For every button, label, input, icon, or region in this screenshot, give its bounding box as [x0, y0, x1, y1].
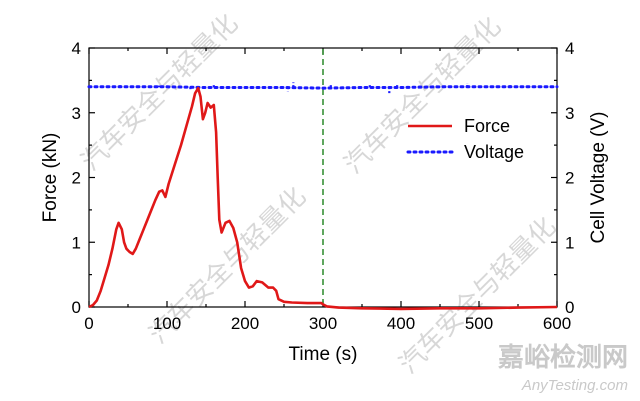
y-right-tick-label: 2	[565, 169, 574, 188]
y-right-tick-label: 3	[565, 104, 574, 123]
logo-name: 嘉峪检测网	[498, 342, 628, 373]
x-tick-label: 300	[309, 314, 337, 333]
x-axis-title: Time (s)	[289, 344, 358, 365]
y-left-tick-label: 4	[72, 39, 81, 58]
y-axis-left-title: Force (kN)	[40, 133, 61, 223]
legend-force-label: Force	[464, 116, 510, 136]
x-tick-label: 600	[543, 314, 571, 333]
x-tick-label: 200	[231, 314, 259, 333]
x-tick-label: 400	[387, 314, 415, 333]
y-right-tick-label: 1	[565, 233, 574, 252]
y-left-tick-label: 0	[72, 298, 81, 317]
legend-voltage-label: Voltage	[464, 142, 524, 162]
y-right-tick-label: 0	[565, 298, 574, 317]
legend: Force Voltage	[406, 116, 524, 162]
y-axis-right-title: Cell Voltage (V)	[588, 111, 609, 243]
x-tick-label: 500	[465, 314, 493, 333]
watermark-text: 汽车安全与轻量化	[76, 9, 244, 177]
voltage-series-line	[87, 85, 559, 90]
y-left-tick-label: 1	[72, 233, 81, 252]
y-right-tick-label: 4	[565, 39, 574, 58]
series-layer	[87, 82, 559, 311]
force-series-line	[88, 86, 558, 311]
x-tick-label: 0	[84, 314, 93, 333]
x-tick-label: 100	[153, 314, 181, 333]
y-left-tick-label: 3	[72, 104, 81, 123]
logo-url: AnyTesting.com	[521, 377, 628, 394]
site-logo: 嘉峪检测网 AnyTesting.com	[498, 342, 628, 394]
y-left-tick-label: 2	[72, 169, 81, 188]
